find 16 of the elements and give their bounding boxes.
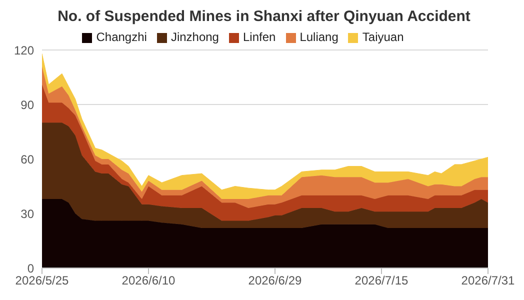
x-tick-label: 2026/5/25: [15, 274, 70, 288]
x-tick-label: 2026/7/31: [461, 274, 516, 288]
y-tick-label: 0: [27, 261, 34, 276]
legend-label: Taiyuan: [362, 30, 404, 44]
x-tick-label: 2026/6/29: [248, 274, 302, 288]
y-tick-label: 60: [20, 152, 34, 166]
y-tick-label: 30: [20, 206, 34, 221]
legend-label: Linfen: [242, 30, 276, 44]
x-tick-label: 2026/7/15: [354, 274, 409, 288]
x-tick-label: 2026/6/10: [122, 274, 176, 288]
legend-label: Changzhi: [96, 30, 147, 44]
y-tick-label: 90: [20, 98, 34, 112]
legend-label: Luliang: [300, 30, 338, 44]
legend-label: Jinzhong: [170, 30, 219, 44]
y-tick-label: 120: [14, 43, 34, 58]
chart-title: No. of Suspended Mines in Shanxi after Qinyuan Accident: [56, 8, 472, 27]
